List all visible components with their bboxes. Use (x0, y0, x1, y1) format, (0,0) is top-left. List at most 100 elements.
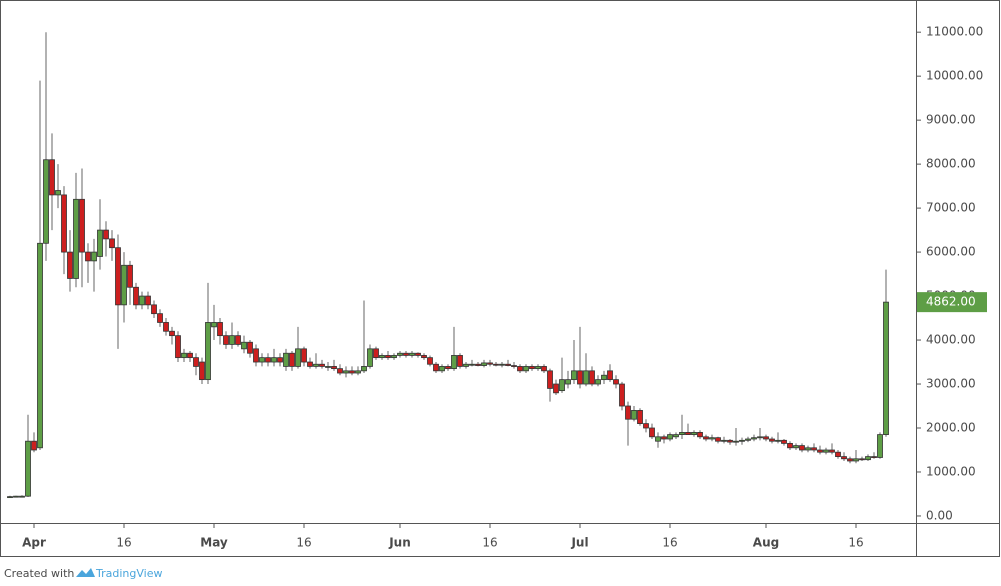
candle-body (385, 355, 391, 359)
candle-body (181, 352, 187, 359)
candle-body (289, 352, 295, 367)
candle-body (61, 194, 67, 253)
candle-body (271, 357, 277, 363)
candle-body (775, 439, 781, 442)
y-tick-label: 0.00 (926, 508, 953, 522)
candle-body (679, 432, 685, 436)
chart-frame (0, 0, 1000, 557)
candle-body (541, 366, 547, 372)
last-price-box (917, 292, 987, 313)
candle-body (85, 251, 91, 262)
candle-body (427, 357, 433, 365)
candle-body (799, 445, 805, 451)
candle-body (79, 198, 85, 253)
candle-body (337, 368, 343, 374)
candle-body (241, 341, 247, 350)
candle-body (91, 251, 97, 262)
x-tick-label: 16 (116, 536, 131, 550)
candle-body (349, 370, 355, 374)
candle-body (169, 330, 175, 337)
footer-brand[interactable]: TradingView (95, 567, 162, 580)
candle-body (223, 335, 229, 345)
candle-body (361, 366, 367, 372)
y-tick-label: 11000.00 (926, 25, 983, 39)
x-tick-label: May (200, 536, 228, 550)
candle-body (739, 439, 745, 442)
candle-body (457, 355, 463, 367)
candle-body (139, 295, 145, 306)
candle-body (331, 366, 337, 370)
candle-body (67, 251, 73, 279)
candle-body (643, 423, 649, 429)
candle-body (685, 432, 691, 436)
candle-body (451, 355, 457, 370)
candle-body (811, 447, 817, 451)
x-tick-label: 16 (662, 536, 677, 550)
y-tick-label: 6000.00 (926, 245, 976, 259)
candle-body (103, 229, 109, 240)
x-tick-label: 16 (296, 536, 311, 550)
candle-body (43, 159, 49, 244)
candle-body (601, 374, 607, 381)
candle-body (661, 436, 667, 440)
y-tick-label: 2000.00 (926, 421, 976, 435)
candle-body (583, 370, 589, 385)
x-tick-label: Jul (570, 536, 588, 550)
candle-body (859, 458, 865, 461)
candle-body (145, 295, 151, 306)
y-tick-label: 7000.00 (926, 201, 976, 215)
candle-body (667, 434, 673, 440)
candle-body (319, 363, 325, 367)
candle-body (433, 363, 439, 372)
candle-body (73, 198, 79, 279)
y-tick-label: 8000.00 (926, 157, 976, 171)
y-tick-label: 10000.00 (926, 69, 983, 83)
last-price-label: 4862.00 (926, 295, 976, 309)
candle-body (229, 335, 235, 345)
candle-body (301, 348, 307, 363)
candle-body (445, 366, 451, 370)
candle-body (283, 352, 289, 367)
candle-body (637, 410, 643, 425)
candle-body (343, 370, 349, 374)
candle-body (823, 449, 829, 453)
candle-body (505, 363, 511, 366)
candle-body (379, 355, 385, 359)
footer-prefix: Created with (4, 567, 74, 580)
candle-body (409, 352, 415, 356)
candle-body (715, 437, 721, 442)
candle-body (295, 348, 301, 367)
candle-body (613, 379, 619, 385)
candle-body (559, 379, 565, 392)
candle-body (553, 383, 559, 394)
candle-body (205, 322, 211, 381)
candle-body (259, 357, 265, 363)
candle-body (805, 447, 811, 451)
candle-body (829, 449, 835, 453)
candle-body (589, 370, 595, 385)
candle-body (751, 437, 757, 440)
candle-body (763, 436, 769, 440)
candle-body (403, 352, 409, 356)
candle-body (121, 264, 127, 306)
candle-body (199, 361, 205, 381)
candle-body (871, 456, 877, 458)
candle-body (109, 238, 115, 249)
candle-body (499, 363, 505, 366)
candle-body (7, 496, 13, 499)
candle-body (631, 410, 637, 420)
candle-body (127, 264, 133, 288)
candle-body (211, 322, 217, 328)
candle-body (793, 445, 799, 449)
candle-body (355, 370, 361, 374)
candle-body (25, 440, 31, 497)
candle-body (217, 322, 223, 337)
candle-body (307, 361, 313, 367)
candle-body (475, 363, 481, 366)
candle-body (733, 440, 739, 443)
candle-body (391, 355, 397, 359)
candle-body (373, 348, 379, 359)
candle-body (703, 436, 709, 440)
